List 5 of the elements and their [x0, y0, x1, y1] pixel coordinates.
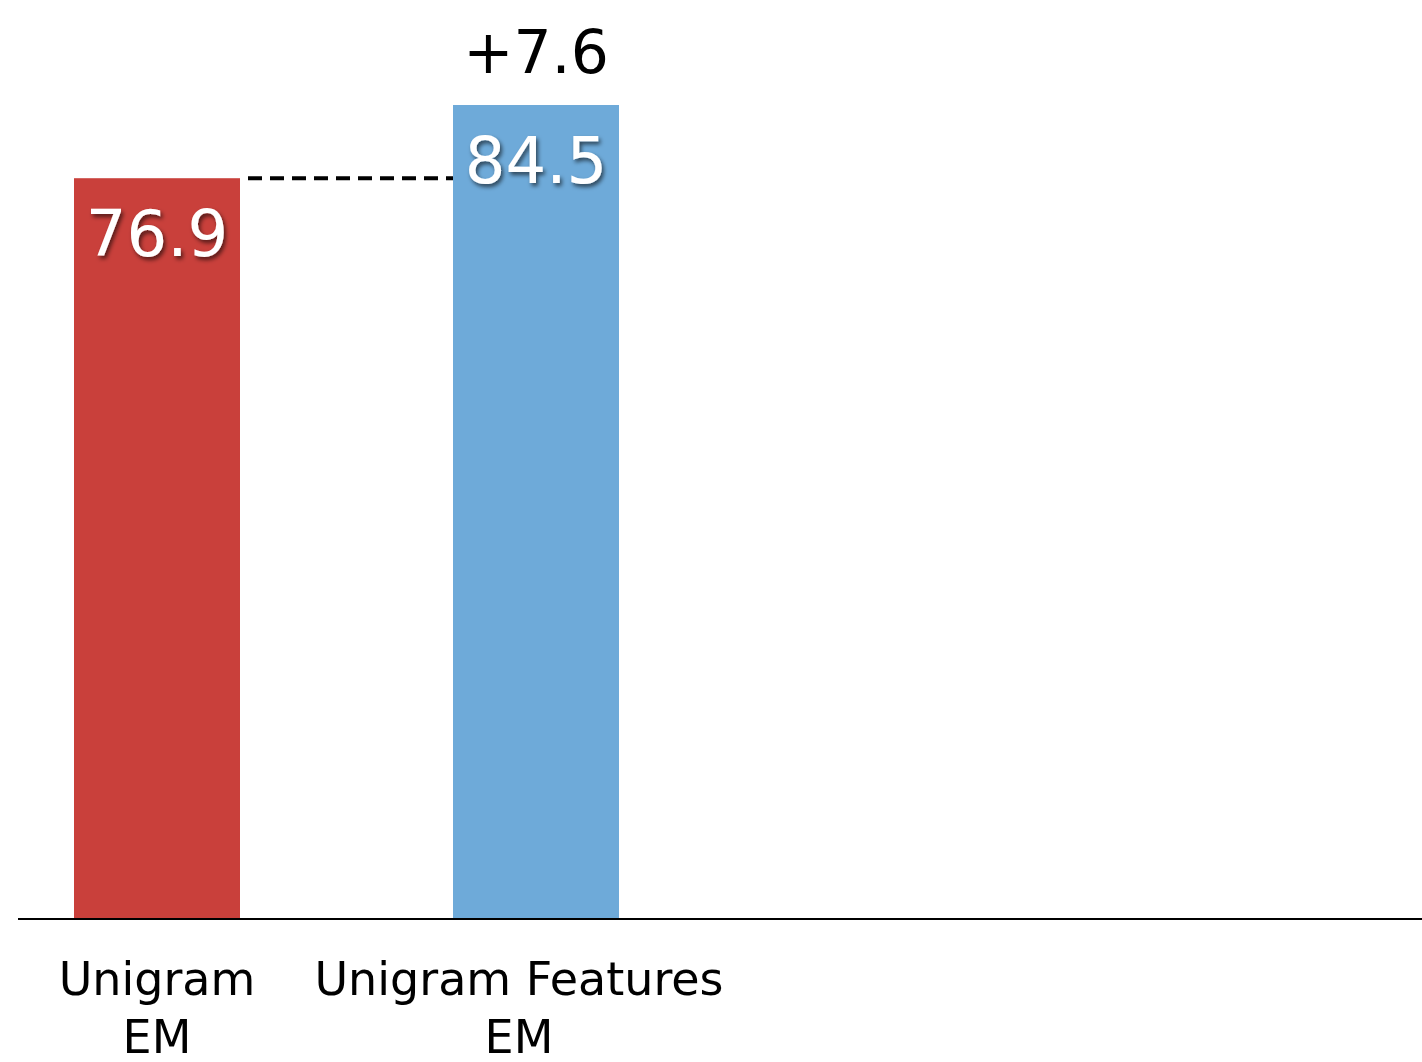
x-tick-label: Unigram EM	[58, 952, 256, 1062]
data-label: 76.9	[85, 197, 229, 272]
annotation: +7.6	[463, 17, 609, 87]
x-tick-label: Unigram Features EM	[314, 952, 724, 1062]
data-label: 84.5	[464, 124, 608, 198]
